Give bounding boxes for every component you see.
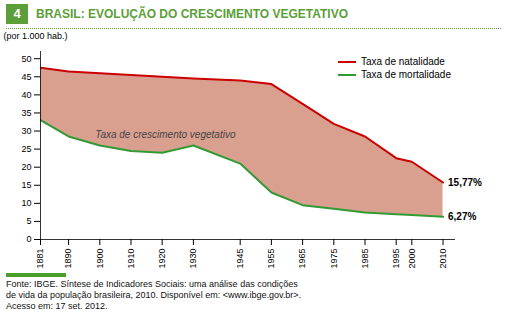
svg-text:40: 40 bbox=[21, 90, 31, 100]
svg-text:1890: 1890 bbox=[63, 249, 73, 269]
html-text:4: 4 bbox=[13, 6, 21, 21]
svg-text:1965: 1965 bbox=[297, 249, 307, 269]
svg-text:1945: 1945 bbox=[235, 249, 245, 269]
html-text:BRASIL: EVOLUÇÃO DO CRESCIMENT: BRASIL: EVOLUÇÃO DO CRESCIMENTO VEGETATI… bbox=[36, 7, 348, 21]
svg-text:Taxa de crescimento vegetativo: Taxa de crescimento vegetativo bbox=[95, 129, 236, 140]
svg-text:15: 15 bbox=[21, 180, 31, 190]
svg-text:1910: 1910 bbox=[126, 249, 136, 269]
svg-text:45: 45 bbox=[21, 72, 31, 82]
svg-text:30: 30 bbox=[21, 126, 31, 136]
svg-text:2000: 2000 bbox=[407, 249, 417, 269]
html-text:Fonte: IBGE. Síntese de Indica: Fonte: IBGE. Síntese de Indicadores Soci… bbox=[6, 279, 298, 289]
html-text:Acesso em: 17 set. 2012.: Acesso em: 17 set. 2012. bbox=[6, 301, 108, 311]
svg-text:10: 10 bbox=[21, 198, 31, 208]
svg-text:1985: 1985 bbox=[360, 249, 370, 269]
svg-text:1920: 1920 bbox=[157, 249, 167, 269]
svg-text:20: 20 bbox=[21, 162, 31, 172]
html-text:de vida da população brasileir: de vida da população brasileira, 2010. D… bbox=[6, 290, 301, 300]
html-text:Taxa de natalidade: Taxa de natalidade bbox=[360, 56, 445, 67]
svg-text:6,27%: 6,27% bbox=[448, 211, 476, 222]
svg-text:35: 35 bbox=[21, 108, 31, 118]
svg-text:1881: 1881 bbox=[35, 249, 45, 269]
html-text:Taxa de mortalidade: Taxa de mortalidade bbox=[360, 69, 451, 80]
svg-text:2010: 2010 bbox=[438, 249, 448, 269]
svg-text:5: 5 bbox=[26, 216, 31, 226]
svg-text:1975: 1975 bbox=[329, 249, 339, 269]
svg-text:1955: 1955 bbox=[266, 249, 276, 269]
svg-text:(por 1.000 hab.): (por 1.000 hab.) bbox=[4, 31, 68, 41]
svg-text:0: 0 bbox=[26, 234, 31, 244]
svg-text:25: 25 bbox=[21, 144, 31, 154]
svg-text:1900: 1900 bbox=[95, 249, 105, 269]
svg-text:1995: 1995 bbox=[391, 249, 401, 269]
svg-text:15,77%: 15,77% bbox=[448, 177, 482, 188]
svg-text:50: 50 bbox=[21, 54, 31, 64]
svg-text:1930: 1930 bbox=[188, 249, 198, 269]
